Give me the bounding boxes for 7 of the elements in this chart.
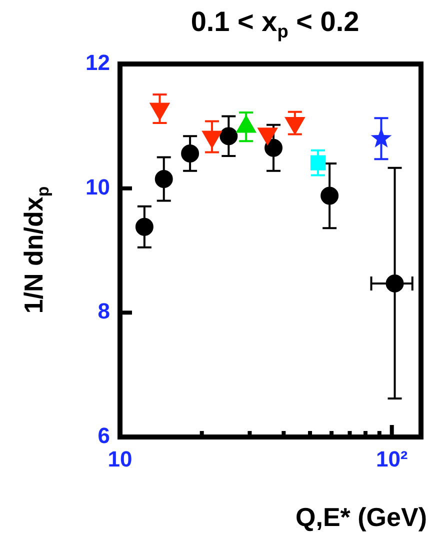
y-tick-label: 10: [86, 174, 110, 200]
x-tick-label: 10²: [376, 446, 408, 472]
y-tick-label: 8: [98, 298, 110, 324]
y-tick-label: 6: [98, 423, 110, 448]
x-axis-title: Q,E* (GeV): [296, 502, 427, 533]
y-tick-label: 12: [86, 50, 110, 76]
chart-title: 0.1 < x$_{p}$ < 0.2: [190, 6, 360, 43]
